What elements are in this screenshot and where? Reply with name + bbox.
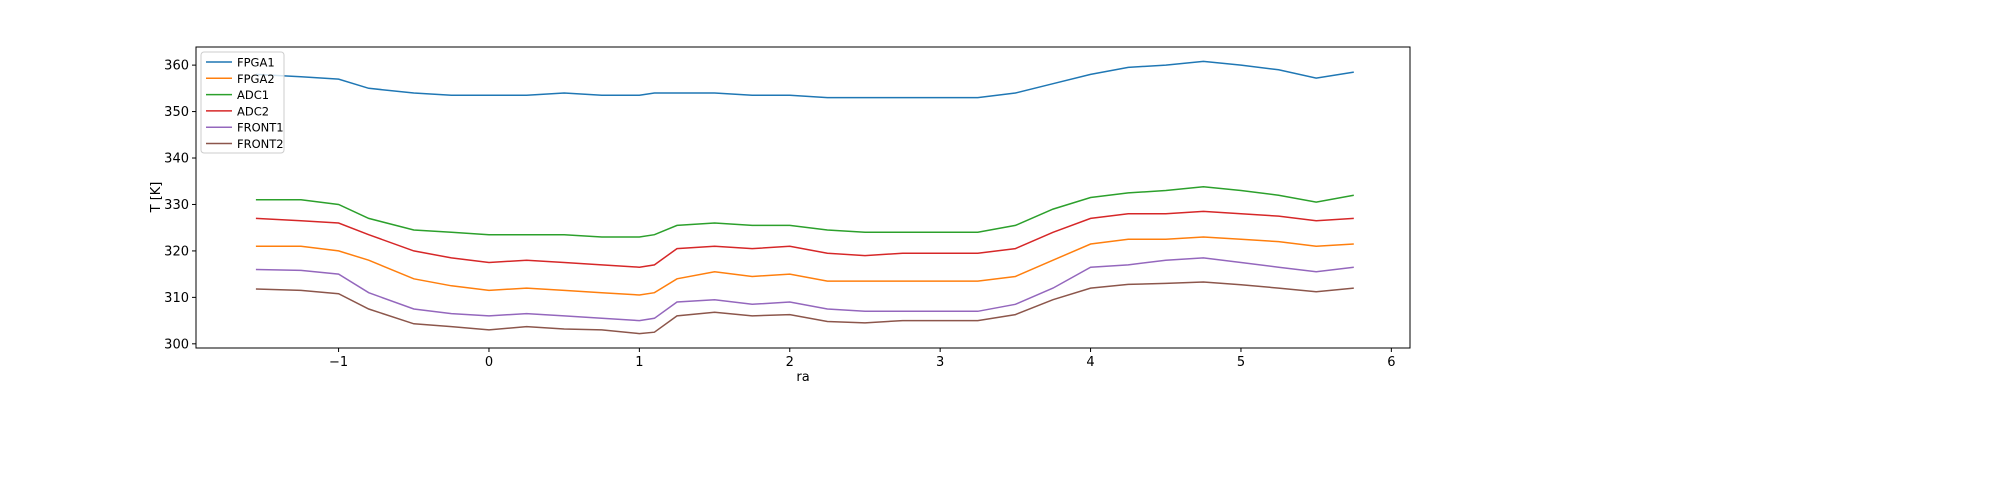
x-tick-label: 4: [1086, 355, 1094, 370]
y-tick-label: 350: [164, 105, 189, 120]
legend: FPGA1 FPGA2 ADC1 ADC2 FRONT1 FRONT2: [200, 51, 285, 154]
series-line-front1: [255, 257, 1354, 322]
x-tick-label: 6: [1387, 355, 1395, 370]
legend-label: ADC1: [237, 88, 269, 102]
x-tick-label: 2: [786, 355, 794, 370]
x-tick-label: −1: [329, 355, 348, 370]
x-axis: −1 0 1 2 3 4 5 6: [329, 348, 1395, 370]
legend-label: FPGA2: [237, 72, 275, 86]
series-line-fpga1: [255, 60, 1354, 99]
x-tick-label: 5: [1237, 355, 1245, 370]
legend-label: ADC2: [237, 104, 269, 118]
y-tick-label: 360: [164, 59, 189, 74]
y-tick-label: 330: [164, 198, 189, 213]
y-tick-label: 300: [164, 337, 189, 352]
series-layer: [255, 60, 1354, 335]
y-tick-label: 320: [164, 244, 189, 259]
x-axis-label: ra: [796, 370, 809, 385]
y-tick-label: 340: [164, 152, 189, 167]
series-line-adc2: [255, 210, 1354, 268]
legend-label: FRONT2: [237, 137, 284, 151]
legend-label: FPGA1: [237, 56, 275, 70]
series-line-fpga2: [255, 236, 1354, 296]
series-line-adc1: [255, 186, 1354, 238]
series-line-front2: [255, 281, 1354, 335]
legend-label: FRONT1: [237, 121, 284, 135]
x-tick-label: 0: [485, 355, 493, 370]
x-tick-label: 1: [635, 355, 643, 370]
y-axis-label: T [K]: [149, 182, 164, 214]
axes-frame: [195, 46, 1411, 349]
x-tick-label: 3: [936, 355, 944, 370]
y-axis: 300 310 320 330 340 350 360: [164, 59, 196, 352]
y-tick-label: 310: [164, 291, 189, 306]
